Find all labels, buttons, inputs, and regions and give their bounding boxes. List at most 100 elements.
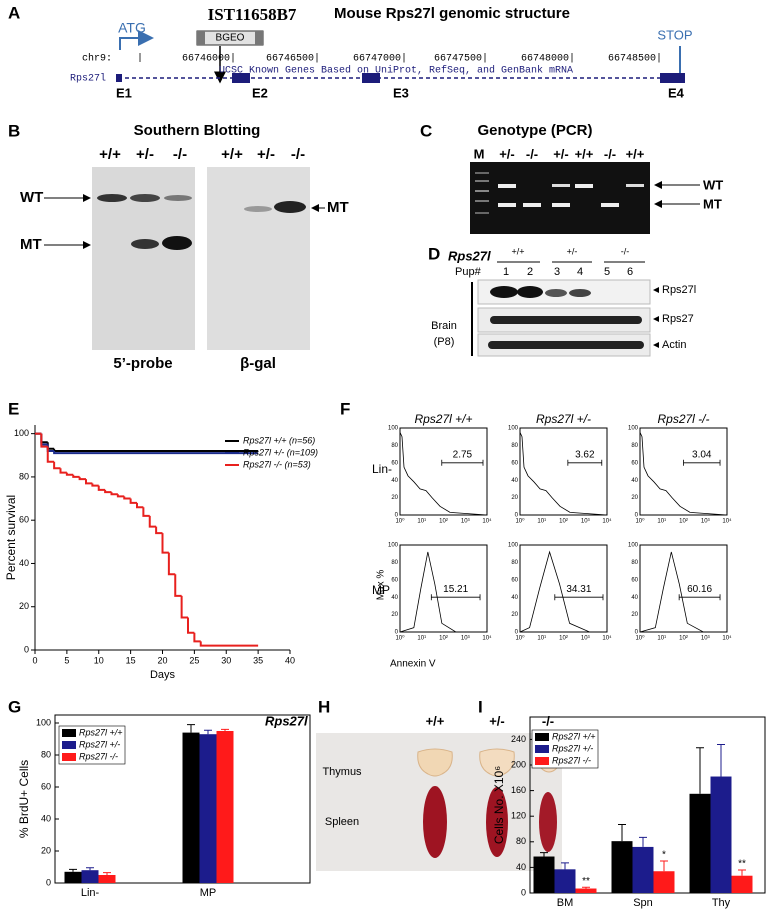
organ-photo <box>316 733 562 871</box>
survival-step <box>136 502 144 509</box>
pup-number: 3 <box>554 266 560 278</box>
flow-x-tick: 10³ <box>581 519 590 525</box>
genotype: +/+ <box>426 713 445 728</box>
histogram <box>399 551 487 633</box>
flow-x-tick: 10⁰ <box>635 518 645 525</box>
error-bar <box>204 729 212 735</box>
significance: * <box>662 850 666 861</box>
band-label: Rps27l <box>662 284 696 296</box>
survival-step <box>78 476 86 481</box>
flow-x-tick: 10⁰ <box>635 635 645 642</box>
flow-x-tick: 10¹ <box>657 636 666 642</box>
y-axis-label: % BrdU+ Cells <box>17 760 31 838</box>
flow-x-tick: 10⁴ <box>722 635 732 642</box>
flow-y-tick: 80 <box>631 443 638 449</box>
histogram <box>519 432 608 516</box>
flow-y-tick: 40 <box>391 595 398 601</box>
flow-x-tick: 10¹ <box>417 519 426 525</box>
genotype: +/- <box>136 146 154 163</box>
y-tick-label: 80 <box>516 836 526 846</box>
genotype: -/- <box>173 146 187 163</box>
flow-y-tick: 100 <box>628 543 639 549</box>
flow-y-tick: 20 <box>511 612 518 618</box>
flow-y-tick: 60 <box>511 460 518 466</box>
thymus <box>479 748 515 777</box>
flow-y-tick: 0 <box>635 513 639 519</box>
flow-x-tick: 10¹ <box>657 519 666 525</box>
exon <box>116 74 122 82</box>
y-tick-label: 20 <box>19 601 29 611</box>
survival-step <box>142 507 150 517</box>
band-label: Actin <box>662 339 686 351</box>
southern-title: Southern Blotting <box>134 122 261 139</box>
gate <box>430 594 481 601</box>
flow-plot <box>639 544 728 633</box>
cassette-end <box>255 31 263 45</box>
survival-step <box>104 489 112 494</box>
cassette-end <box>197 31 205 45</box>
gene-label: Rps27l <box>448 248 491 263</box>
flow-y-tick: 0 <box>395 513 399 519</box>
flow-plot <box>399 544 488 633</box>
start-arrow <box>119 30 154 50</box>
gate-percent: 3.62 <box>575 449 595 460</box>
bar <box>216 731 234 883</box>
pcr-gel <box>470 162 700 234</box>
genotype: -/- <box>621 246 630 256</box>
x-tick-label: 20 <box>157 655 167 665</box>
flow-y-tick: 60 <box>511 577 518 583</box>
significance: ** <box>582 876 590 887</box>
x-tick-label: 10 <box>94 655 104 665</box>
coordinate: 66748500| <box>608 53 662 65</box>
genotype: +/+ <box>511 246 524 256</box>
error-bar <box>187 724 195 733</box>
flow-genotype: Rps27l +/+ <box>414 412 472 426</box>
y-tick-label: 40 <box>19 558 29 568</box>
error-bar <box>696 747 704 794</box>
band <box>601 203 619 207</box>
band <box>545 289 567 297</box>
flow-y-tick: 20 <box>391 495 398 501</box>
coordinate: 66746000| <box>182 53 236 65</box>
bar <box>689 793 711 893</box>
flow-x-tick: 10³ <box>701 519 710 525</box>
legend-label: Rps27l -/- <box>79 751 118 761</box>
flow-plot <box>519 544 608 633</box>
lane-label: -/- <box>604 146 616 161</box>
spleen <box>423 786 447 858</box>
exon-label: E4 <box>668 85 685 100</box>
exon <box>660 73 685 83</box>
bar <box>98 875 116 883</box>
survival-step <box>187 617 195 634</box>
error-bar <box>221 728 229 731</box>
survival-step <box>72 474 80 478</box>
gene-track-label: Rps27l <box>70 73 106 85</box>
bar <box>710 776 732 893</box>
significance: ** <box>738 859 746 870</box>
flow-y-tick: 0 <box>515 513 519 519</box>
bar <box>575 888 597 893</box>
flow-x-tick: 10³ <box>701 636 710 642</box>
flow-y-tick: 20 <box>631 612 638 618</box>
x-tick-label: 25 <box>189 655 199 665</box>
band <box>626 184 644 187</box>
gate <box>683 459 721 466</box>
x-tick-label: 40 <box>285 655 295 665</box>
pup-number: 1 <box>503 266 509 278</box>
mt-label: MT <box>703 196 722 211</box>
band <box>552 184 570 187</box>
coordinate: 66747500| <box>434 53 488 65</box>
panel-label: I <box>478 697 483 716</box>
legend-swatch <box>535 733 549 741</box>
error-bar <box>561 862 569 870</box>
flow-x-tick: 10² <box>559 636 568 642</box>
x-tick-label: 0 <box>32 655 37 665</box>
flow-genotype: Rps27l +/- <box>536 412 591 426</box>
population-label: MP <box>372 583 390 597</box>
survival-step <box>40 433 48 448</box>
error-bar <box>738 869 746 876</box>
y-tick-label: 0 <box>24 644 29 654</box>
y-tick-label: 60 <box>19 515 29 525</box>
flow-y-tick: 40 <box>511 478 518 484</box>
survival-step <box>180 595 188 619</box>
